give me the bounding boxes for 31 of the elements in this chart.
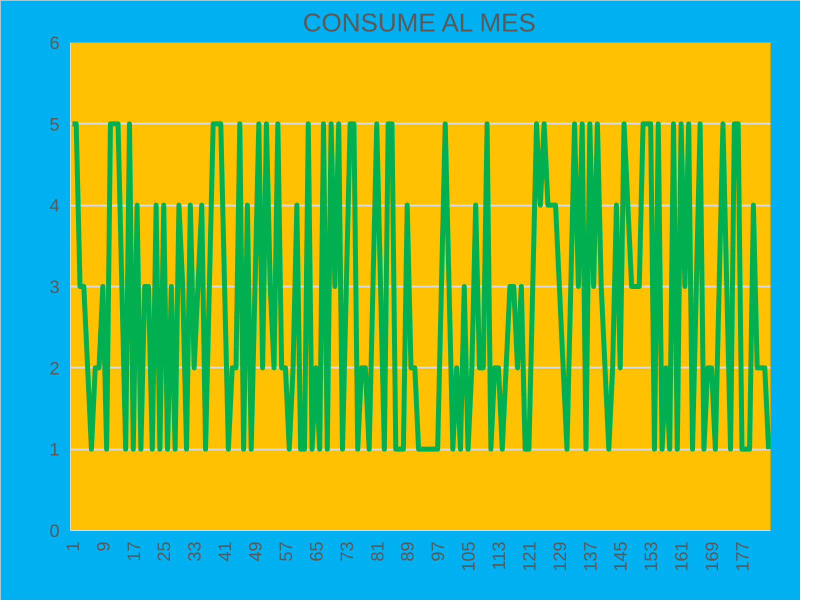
- x-tick-label: 169: [702, 541, 722, 572]
- x-tick-label: 65: [306, 541, 326, 562]
- x-tick-label: 1: [62, 541, 83, 552]
- y-tick-label: 6: [49, 33, 60, 53]
- x-tick-label: 105: [458, 541, 479, 572]
- x-tick-label: 49: [246, 541, 266, 562]
- x-tick-label: 129: [550, 541, 570, 572]
- x-tick-label: 153: [641, 541, 662, 572]
- x-tick-label: 81: [367, 541, 388, 562]
- x-tick-label: 113: [488, 541, 509, 570]
- chart-title: CONSUME AL MES: [302, 8, 536, 38]
- x-tick-label: 145: [610, 541, 631, 572]
- x-tick-label: 137: [580, 541, 600, 572]
- x-tick-label: 17: [124, 541, 144, 562]
- x-tick-label: 89: [398, 541, 418, 562]
- x-tick-label: 121: [519, 541, 540, 572]
- x-tick-label: 57: [276, 541, 296, 562]
- x-tick-label: 25: [154, 541, 174, 562]
- y-tick-label: 3: [49, 277, 60, 297]
- x-tick-label: 161: [672, 541, 692, 572]
- x-tick-label: 9: [93, 541, 114, 552]
- y-tick-label: 2: [49, 358, 60, 378]
- x-tick-label: 177: [732, 541, 752, 572]
- y-tick-label: 4: [49, 196, 60, 216]
- y-tick-label: 5: [49, 114, 60, 134]
- y-tick-label: 1: [49, 440, 60, 460]
- x-tick-label: 41: [215, 541, 236, 562]
- x-tick-label: 33: [184, 541, 205, 562]
- y-tick-label: 0: [49, 521, 60, 541]
- x-tick-label: 73: [336, 541, 357, 562]
- x-tick-label: 97: [428, 541, 448, 562]
